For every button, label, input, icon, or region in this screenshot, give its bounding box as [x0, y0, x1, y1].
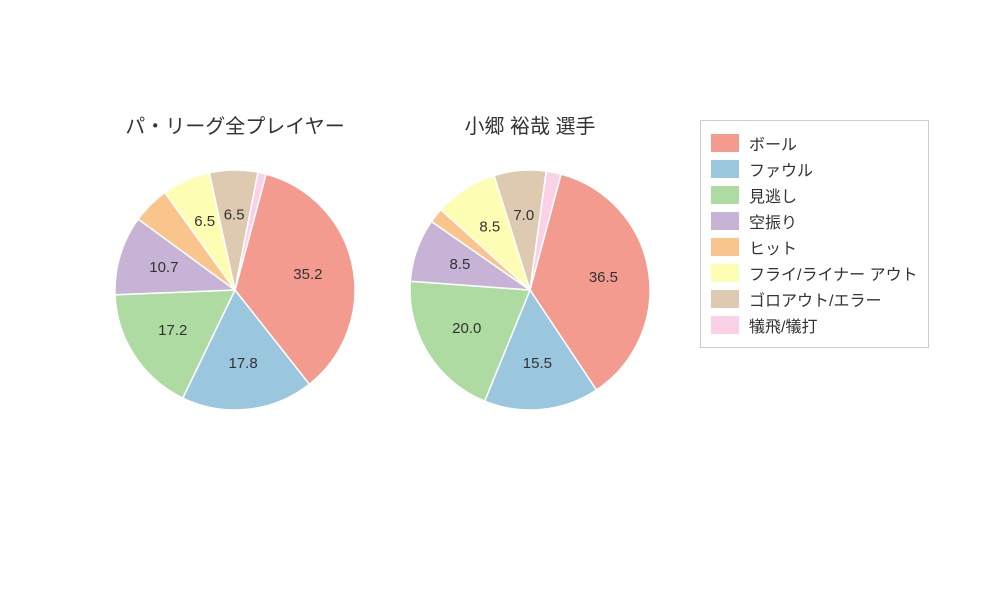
legend-swatch-swing: [711, 212, 739, 230]
pie-label-foul: 17.8: [228, 355, 257, 372]
chart-title-player: 小郷 裕哉 選手: [464, 110, 595, 139]
pie-label-looking: 17.2: [158, 322, 187, 339]
legend-item-foul: ファウル: [711, 157, 918, 181]
chart-title-league: パ・リーグ全プレイヤー: [125, 110, 344, 139]
pie-label-looking: 20.0: [452, 320, 481, 337]
pie-label-flyliner: 8.5: [479, 218, 500, 235]
pie-label-groerr: 6.5: [224, 207, 245, 224]
legend-swatch-flyliner: [711, 264, 739, 282]
pie-label-groerr: 7.0: [513, 207, 534, 224]
legend-item-looking: 見逃し: [711, 183, 918, 207]
legend-label-hit: ヒット: [749, 235, 797, 259]
legend-item-sac: 犠飛/犠打: [711, 313, 918, 337]
legend-label-flyliner: フライ/ライナー アウト: [749, 261, 918, 285]
pie-chart-player: 36.5 15.5 20.0 8.5 8.5 7.0: [380, 140, 680, 440]
legend-label-groerr: ゴロアウト/エラー: [749, 287, 881, 311]
legend-item-flyliner: フライ/ライナー アウト: [711, 261, 918, 285]
legend-swatch-groerr: [711, 290, 739, 308]
pie-label-ball: 36.5: [589, 269, 618, 286]
pie-label-swing: 8.5: [449, 256, 470, 273]
legend-label-ball: ボール: [749, 131, 797, 155]
chart-container: パ・リーグ全プレイヤー 小郷 裕哉 選手 35.2 17.8 17.2 10.7 6.5…: [0, 0, 1000, 600]
legend-label-sac: 犠飛/犠打: [749, 313, 817, 337]
pie-chart-league: 35.2 17.8 17.2 10.7 6.5 6.5: [85, 140, 385, 440]
legend-swatch-foul: [711, 160, 739, 178]
legend-item-hit: ヒット: [711, 235, 918, 259]
pie-label-flyliner: 6.5: [194, 213, 215, 230]
legend-item-ball: ボール: [711, 131, 918, 155]
legend-swatch-sac: [711, 316, 739, 334]
legend-label-swing: 空振り: [749, 209, 797, 233]
pie-label-foul: 15.5: [523, 355, 552, 372]
legend-swatch-looking: [711, 186, 739, 204]
legend-item-swing: 空振り: [711, 209, 918, 233]
legend-label-foul: ファウル: [749, 157, 813, 181]
legend-swatch-ball: [711, 134, 739, 152]
legend-label-looking: 見逃し: [749, 183, 797, 207]
pie-label-ball: 35.2: [293, 266, 322, 283]
legend-item-groerr: ゴロアウト/エラー: [711, 287, 918, 311]
legend: ボールファウル見逃し空振りヒットフライ/ライナー アウトゴロアウト/エラー犠飛/…: [700, 120, 929, 348]
legend-swatch-hit: [711, 238, 739, 256]
pie-label-swing: 10.7: [149, 259, 178, 276]
